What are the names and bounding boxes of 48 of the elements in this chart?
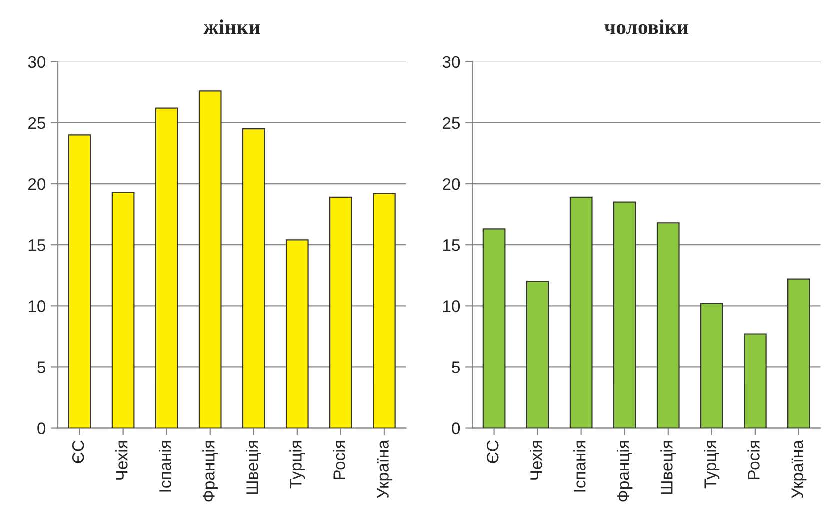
x-tick-label: Чехія [116, 441, 128, 480]
x-tick-label: ЄС [72, 440, 84, 464]
bar [656, 222, 680, 428]
bar [198, 90, 222, 428]
bar [744, 334, 767, 428]
y-tick-label: 30 [442, 56, 460, 68]
y-tick-label: 0 [38, 422, 46, 434]
y-tick-label: 10 [443, 300, 460, 312]
y-tick-label: 20 [28, 178, 46, 190]
y-tick-label: 15 [28, 240, 46, 252]
y-tick-label: 5 [38, 362, 46, 374]
bar [482, 228, 506, 428]
x-tick-label: Іспанія [159, 441, 172, 492]
x-tick-label: Росія [333, 441, 346, 480]
x-tick-label: Іспанія [574, 441, 586, 492]
chart-title: жінки [204, 20, 260, 34]
chart-title: чоловіки [604, 20, 688, 34]
x-tick-label: Чехія [530, 441, 542, 480]
x-tick-label: Україна [377, 440, 392, 498]
bar [112, 192, 135, 428]
bar [329, 196, 352, 428]
x-tick-label: Турція [290, 441, 306, 489]
x-tick-label: Швеція [660, 441, 676, 494]
x-tick-label: Турція [704, 441, 720, 489]
y-tick-label: 25 [28, 117, 46, 130]
y-tick-label: 0 [452, 422, 460, 434]
x-tick-label: ЄС [486, 440, 499, 464]
y-tick-label: 20 [443, 178, 460, 190]
x-tick-label: Україна [792, 440, 807, 498]
bar [68, 134, 92, 428]
y-tick-label: 10 [28, 300, 46, 312]
x-tick-label: Франція [202, 441, 218, 502]
bar [155, 108, 178, 428]
bar [286, 240, 309, 428]
bar [788, 278, 810, 428]
bar [526, 281, 550, 428]
bar [242, 128, 266, 428]
bar [373, 193, 396, 428]
bar [613, 202, 636, 428]
y-tick-label: 25 [443, 117, 460, 130]
bar [700, 303, 724, 428]
x-tick-label: Швеція [246, 441, 262, 494]
x-tick-label: Росія [748, 441, 760, 480]
y-tick-label: 30 [28, 56, 46, 68]
bar [570, 196, 593, 428]
x-tick-label: Франція [617, 441, 633, 502]
y-tick-label: 5 [452, 362, 460, 374]
y-tick-label: 15 [443, 240, 460, 252]
